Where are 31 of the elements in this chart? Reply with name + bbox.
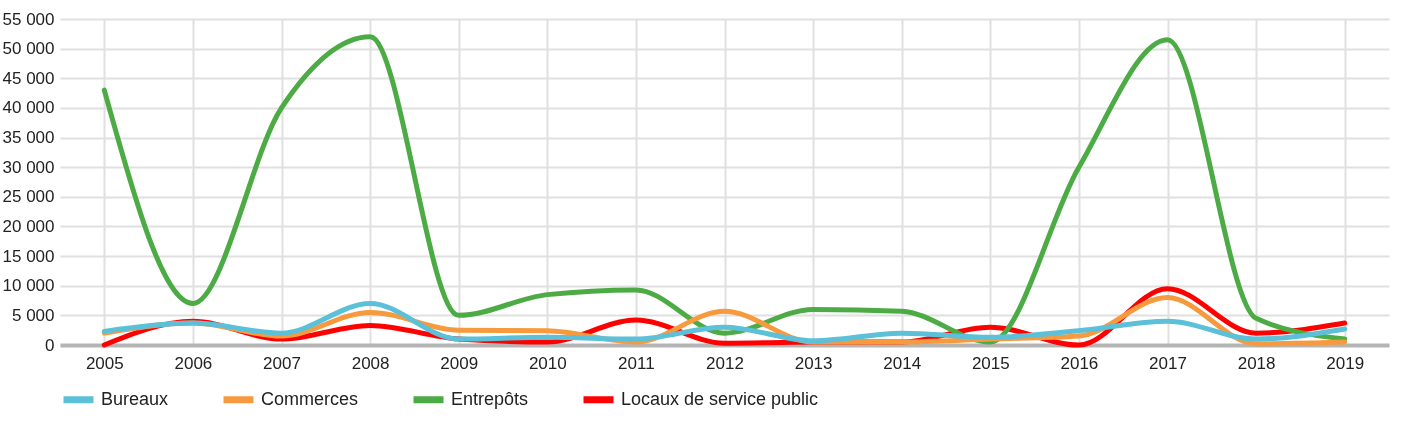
x-tick-label: 2015 (971, 353, 1010, 373)
x-tick-label: 2008 (351, 353, 390, 373)
x-tick-label: 2012 (706, 353, 744, 373)
y-tick-label: 50 000 (2, 39, 55, 59)
y-tick-label: 5 000 (11, 305, 55, 325)
x-tick-label: 2007 (263, 353, 301, 373)
x-tick-label: 2017 (1149, 353, 1187, 373)
y-tick-label: 45 000 (2, 68, 55, 88)
x-tick-label: 2005 (85, 353, 124, 373)
y-tick-label: 15 000 (2, 246, 55, 266)
y-tick-label: 25 000 (2, 187, 55, 207)
y-tick-label: 20 000 (2, 216, 55, 236)
legend-label: Locaux de service public (621, 388, 819, 409)
x-tick-label: 2018 (1237, 353, 1276, 373)
x-tick-label: 2011 (618, 353, 655, 373)
y-tick-label: 35 000 (2, 128, 55, 148)
x-tick-label: 2014 (883, 353, 922, 373)
y-tick-label: 0 (45, 335, 55, 355)
legend-label: Bureaux (101, 388, 169, 409)
y-tick-label: 10 000 (2, 276, 55, 296)
y-tick-label: 55 000 (2, 9, 55, 29)
legend-label: Entrepôts (451, 388, 529, 409)
x-tick-label: 2016 (1060, 353, 1099, 373)
x-tick-label: 2009 (440, 353, 479, 373)
x-tick-label: 2006 (174, 353, 213, 373)
x-tick-label: 2013 (794, 353, 833, 373)
x-tick-label: 2019 (1326, 353, 1365, 373)
y-tick-label: 30 000 (2, 157, 55, 177)
x-tick-label: 2010 (528, 353, 567, 373)
y-tick-label: 40 000 (2, 98, 55, 118)
legend-label: Commerces (261, 388, 359, 409)
